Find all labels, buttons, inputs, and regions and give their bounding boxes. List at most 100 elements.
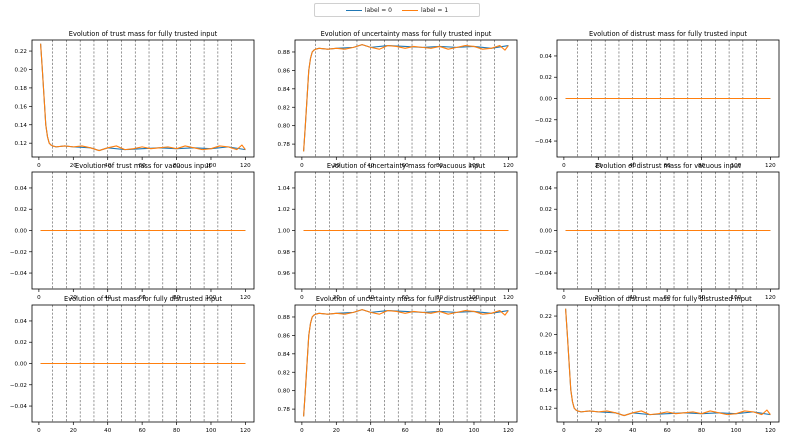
x-tick-label: 120 bbox=[503, 163, 514, 169]
y-tick-label: 0.00 bbox=[540, 97, 553, 103]
subplot-4: Evolution of uncertainty mass for vacuou… bbox=[278, 162, 518, 301]
x-tick-label: 0 bbox=[562, 428, 566, 434]
y-tick-label: 1.04 bbox=[278, 186, 291, 192]
series-line-0 bbox=[303, 309, 509, 417]
y-tick-label: 1.02 bbox=[278, 207, 290, 213]
subplot-title: Evolution of uncertainty mass for fully … bbox=[316, 295, 497, 303]
y-tick-label: 0.78 bbox=[278, 407, 291, 413]
y-tick-label: −0.02 bbox=[535, 250, 552, 256]
x-tick-label: 60 bbox=[139, 428, 147, 434]
x-tick-label: 40 bbox=[629, 295, 637, 301]
x-tick-label: 60 bbox=[139, 163, 147, 169]
x-tick-label: 80 bbox=[173, 428, 181, 434]
x-tick-label: 80 bbox=[436, 428, 444, 434]
y-tick-label: 0.04 bbox=[15, 319, 28, 325]
y-tick-label: 0.04 bbox=[540, 54, 553, 60]
x-tick-label: 80 bbox=[698, 295, 706, 301]
x-tick-label: 40 bbox=[367, 163, 375, 169]
x-tick-label: 80 bbox=[173, 163, 181, 169]
y-tick-label: 0.12 bbox=[15, 141, 27, 147]
x-tick-label: 20 bbox=[70, 295, 78, 301]
y-tick-label: 0.20 bbox=[540, 332, 553, 338]
x-tick-label: 40 bbox=[367, 295, 375, 301]
y-tick-label: 0.18 bbox=[540, 351, 553, 357]
x-tick-label: 0 bbox=[37, 163, 41, 169]
subplot-1: Evolution of uncertainty mass for fully … bbox=[278, 30, 518, 169]
y-tick-label: 0.00 bbox=[15, 229, 28, 235]
y-tick-label: −0.04 bbox=[10, 404, 28, 410]
y-tick-label: 0.14 bbox=[15, 123, 28, 129]
x-tick-label: 60 bbox=[402, 163, 410, 169]
y-tick-label: −0.02 bbox=[10, 383, 27, 389]
x-tick-label: 20 bbox=[333, 295, 341, 301]
x-tick-label: 40 bbox=[104, 428, 112, 434]
y-tick-label: 0.80 bbox=[278, 124, 291, 130]
x-tick-label: 20 bbox=[70, 163, 78, 169]
y-tick-label: 0.18 bbox=[15, 86, 28, 92]
subplot-8: Evolution of distrust mass for fully dis… bbox=[540, 295, 780, 434]
legend-label-0: label = 0 bbox=[364, 6, 392, 14]
y-tick-label: 0.02 bbox=[15, 340, 27, 346]
y-tick-label: 0.16 bbox=[540, 369, 553, 375]
y-tick-label: 0.00 bbox=[540, 229, 553, 235]
x-tick-label: 60 bbox=[664, 163, 672, 169]
legend-label-1: label = 1 bbox=[421, 6, 449, 14]
y-tick-label: 0.82 bbox=[278, 105, 290, 111]
subplot-title: Evolution of trust mass for vacuous inpu… bbox=[75, 162, 211, 170]
legend-swatch-label-0 bbox=[345, 9, 362, 11]
x-tick-label: 40 bbox=[629, 163, 637, 169]
subplot-title: Evolution of uncertainty mass for vacuou… bbox=[327, 162, 486, 170]
plot-frame bbox=[31, 39, 255, 158]
y-tick-label: 0.02 bbox=[540, 207, 552, 213]
x-tick-label: 0 bbox=[300, 295, 304, 301]
y-tick-label: 0.16 bbox=[15, 104, 28, 110]
x-tick-label: 20 bbox=[70, 428, 78, 434]
y-tick-label: 0.02 bbox=[15, 207, 27, 213]
x-tick-label: 120 bbox=[765, 295, 776, 301]
x-tick-label: 100 bbox=[469, 295, 480, 301]
x-tick-label: 0 bbox=[562, 295, 566, 301]
x-tick-label: 120 bbox=[240, 428, 251, 434]
series-line-0 bbox=[303, 44, 509, 152]
legend-item-label-0: label = 0 bbox=[345, 6, 392, 14]
y-tick-label: 0.88 bbox=[278, 50, 291, 56]
y-tick-label: 0.84 bbox=[278, 352, 291, 358]
y-tick-label: 0.04 bbox=[540, 186, 553, 192]
x-tick-label: 100 bbox=[731, 428, 742, 434]
y-tick-label: 0.86 bbox=[278, 333, 291, 339]
x-tick-label: 120 bbox=[240, 295, 251, 301]
x-tick-label: 80 bbox=[698, 428, 706, 434]
x-tick-label: 100 bbox=[206, 295, 217, 301]
x-tick-label: 0 bbox=[562, 163, 566, 169]
x-tick-label: 0 bbox=[37, 295, 41, 301]
legend-item-label-1: label = 1 bbox=[402, 7, 448, 14]
series-line-0 bbox=[40, 43, 246, 152]
subplot-2: Evolution of distrust mass for fully tru… bbox=[535, 30, 780, 169]
y-tick-label: −0.02 bbox=[535, 118, 552, 124]
y-tick-label: 0.98 bbox=[278, 250, 291, 256]
subplot-6: Evolution of trust mass for fully distru… bbox=[10, 295, 255, 434]
x-tick-label: 80 bbox=[436, 163, 444, 169]
y-tick-label: 0.22 bbox=[540, 314, 552, 320]
y-tick-label: −0.02 bbox=[10, 250, 27, 256]
x-tick-label: 60 bbox=[402, 295, 410, 301]
x-tick-label: 120 bbox=[240, 163, 251, 169]
y-tick-label: −0.04 bbox=[10, 271, 28, 277]
y-tick-label: 0.04 bbox=[15, 186, 28, 192]
subplot-title: Evolution of trust mass for fully truste… bbox=[69, 30, 218, 38]
y-tick-label: 0.22 bbox=[15, 49, 27, 55]
subplot-3: Evolution of trust mass for vacuous inpu… bbox=[10, 162, 255, 301]
x-tick-label: 0 bbox=[300, 163, 304, 169]
x-tick-label: 20 bbox=[595, 428, 603, 434]
x-tick-label: 120 bbox=[765, 428, 776, 434]
x-tick-label: 0 bbox=[37, 428, 41, 434]
subplot-title: Evolution of trust mass for fully distru… bbox=[64, 295, 222, 303]
x-tick-label: 20 bbox=[333, 163, 341, 169]
subplot-7: Evolution of uncertainty mass for fully … bbox=[278, 295, 518, 434]
x-tick-label: 60 bbox=[402, 428, 410, 434]
y-tick-label: 0.80 bbox=[278, 389, 291, 395]
y-tick-label: 0.96 bbox=[278, 271, 291, 277]
x-tick-label: 0 bbox=[300, 428, 304, 434]
plot-frame bbox=[294, 304, 518, 423]
